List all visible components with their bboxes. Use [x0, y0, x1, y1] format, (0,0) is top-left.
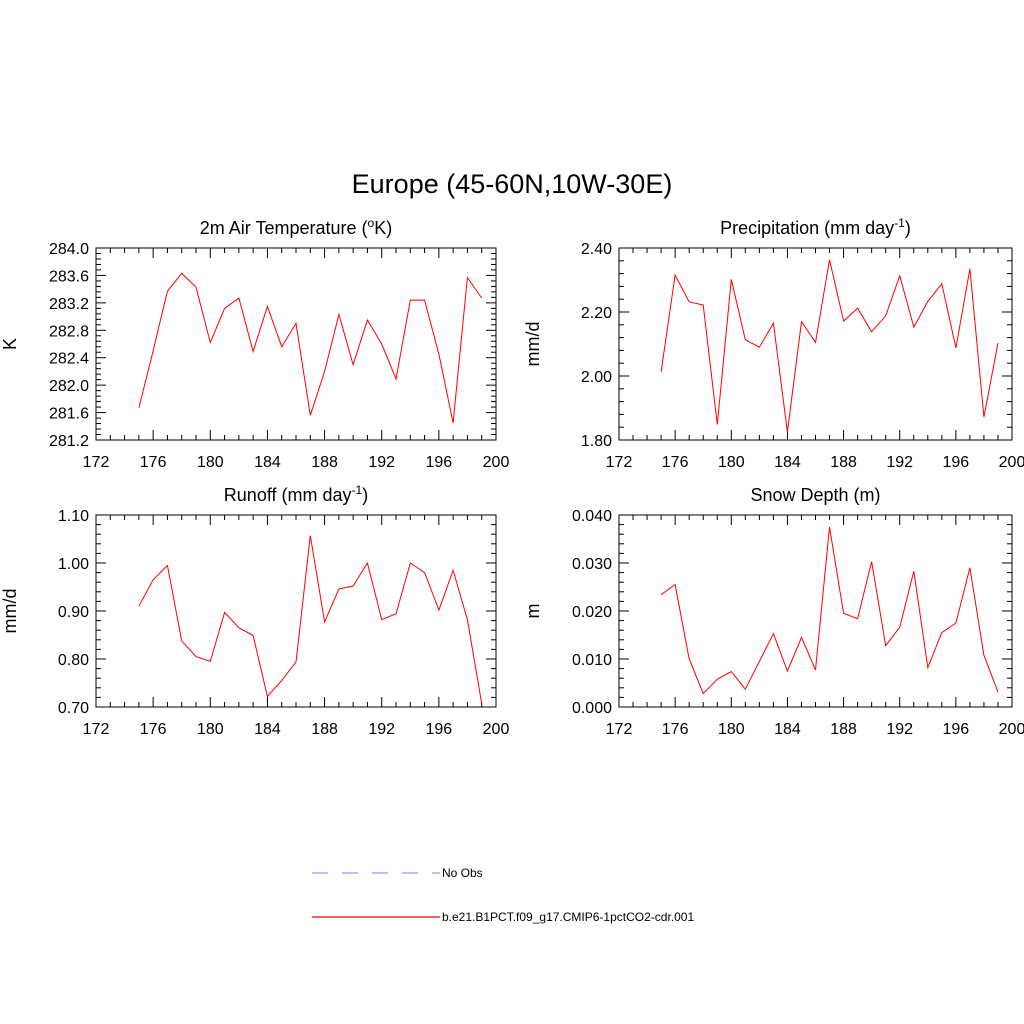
- x-tick-label: 180: [197, 454, 224, 471]
- plot-frame-precipitation: [618, 247, 1013, 441]
- y-axis-label: mm/d: [523, 322, 543, 367]
- x-tick-label: 176: [140, 454, 167, 471]
- x-tick-label: 172: [83, 721, 110, 738]
- y-axis-label: K: [0, 338, 20, 350]
- x-tick-label: 180: [718, 454, 745, 471]
- y-tick-label: 0.90: [58, 604, 89, 621]
- y-tick-label: 0.010: [572, 652, 612, 669]
- x-tick-label: 172: [606, 721, 633, 738]
- x-tick-label: 196: [426, 454, 453, 471]
- y-tick-label: 284.0: [49, 241, 89, 258]
- x-tick-label: 180: [718, 721, 745, 738]
- panel-title: Runoff (mm day-1): [224, 483, 368, 505]
- y-tick-label: 283.6: [49, 268, 89, 285]
- x-tick-label: 176: [140, 721, 167, 738]
- y-axis-label: mm/d: [0, 589, 20, 634]
- panel-precipitation: 172 176 180 184 188 192 196 200 1.80 2.00 2.20 2.40…: [523, 216, 1024, 471]
- x-tick-label: 188: [311, 454, 338, 471]
- y-tick-label: 281.2: [49, 433, 89, 450]
- x-tick-label: 200: [999, 721, 1024, 738]
- y-tick-label: 1.80: [581, 433, 612, 450]
- x-tick-label: 200: [483, 721, 510, 738]
- y-tick-label: 0.030: [572, 556, 612, 573]
- plot-frame-runoff: [95, 514, 497, 708]
- panel-title: Precipitation (mm day-1): [720, 216, 911, 238]
- series-line-runoff: [138, 535, 483, 704]
- y-tick-label: 283.2: [49, 296, 89, 313]
- x-tick-label: 188: [311, 721, 338, 738]
- panel-snow-depth: 172 176 180 184 188 192 196 200 0.000 0.010 0.020 0…: [523, 485, 1024, 738]
- y-tick-label: 2.20: [581, 305, 612, 322]
- panel-runoff: 172 176 180 184 188 192 196 200 0.70 0.80 0.90 1.00…: [0, 483, 509, 738]
- series-line-air-temperature: [138, 272, 483, 424]
- x-tick-label: 184: [254, 454, 281, 471]
- y-tick-label: 282.4: [49, 351, 89, 368]
- panel-air-temperature: 172 176 180 184 188 192 196 200 281.2 281.6 282.0 2…: [0, 216, 509, 471]
- x-tick-label: 196: [426, 721, 453, 738]
- series-line-precipitation: [660, 259, 999, 433]
- x-tick-label: 192: [368, 454, 395, 471]
- y-tick-label: 282.0: [49, 378, 89, 395]
- y-tick-label: 2.00: [581, 369, 612, 386]
- x-tick-label: 184: [254, 721, 281, 738]
- figure-title: Europe (45-60N,10W-30E): [352, 169, 673, 199]
- x-tick-label: 200: [999, 454, 1024, 471]
- x-tick-label: 172: [83, 454, 110, 471]
- y-tick-label: 0.000: [572, 700, 612, 717]
- y-tick-label: 1.00: [58, 556, 89, 573]
- legend: No Obs b.e21.B1PCT.f09_g17.CMIP6-1pctCO2…: [312, 866, 694, 924]
- series-line-snow-depth: [660, 526, 999, 695]
- x-tick-label: 184: [774, 721, 801, 738]
- y-tick-label: 1.10: [58, 508, 89, 525]
- x-tick-label: 192: [886, 721, 913, 738]
- legend-label-obs: No Obs: [442, 866, 483, 880]
- y-tick-label: 0.020: [572, 604, 612, 621]
- x-tick-label: 188: [830, 721, 857, 738]
- panel-title: Snow Depth (m): [750, 485, 880, 505]
- x-tick-label: 180: [197, 721, 224, 738]
- x-tick-label: 176: [662, 454, 689, 471]
- x-tick-label: 196: [943, 721, 970, 738]
- panel-title: 2m Air Temperature (oK): [200, 216, 392, 238]
- x-tick-label: 176: [662, 721, 689, 738]
- x-tick-label: 196: [943, 454, 970, 471]
- x-tick-label: 184: [774, 454, 801, 471]
- x-tick-label: 200: [483, 454, 510, 471]
- y-tick-label: 0.040: [572, 508, 612, 525]
- y-tick-label: 0.70: [58, 700, 89, 717]
- x-tick-label: 188: [830, 454, 857, 471]
- y-tick-label: 0.80: [58, 652, 89, 669]
- plot-frame-snow-depth: [618, 514, 1013, 708]
- y-tick-label: 2.40: [581, 241, 612, 258]
- x-tick-label: 192: [886, 454, 913, 471]
- y-tick-label: 281.6: [49, 406, 89, 423]
- y-axis-label: m: [523, 604, 543, 619]
- legend-label-model: b.e21.B1PCT.f09_g17.CMIP6-1pctCO2-cdr.00…: [442, 910, 694, 924]
- y-tick-label: 282.8: [49, 323, 89, 340]
- x-tick-label: 192: [368, 721, 395, 738]
- x-tick-label: 172: [606, 454, 633, 471]
